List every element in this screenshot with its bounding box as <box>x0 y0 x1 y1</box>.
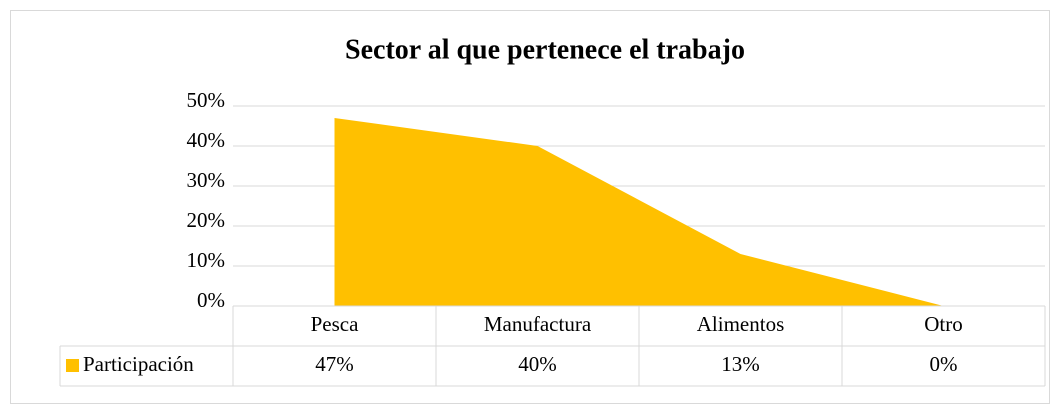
chart-title: Sector al que pertenece el trabajo <box>345 34 745 65</box>
data-label: 13% <box>721 352 760 376</box>
legend-label: Participación <box>83 352 194 376</box>
y-tick-label: 0% <box>197 288 225 312</box>
y-tick-label: 40% <box>187 128 226 152</box>
x-tick-label: Manufactura <box>484 312 592 336</box>
x-tick-label: Otro <box>924 312 963 336</box>
x-tick-label: Alimentos <box>697 312 785 336</box>
legend-swatch <box>66 359 79 372</box>
data-label: 47% <box>315 352 354 376</box>
y-tick-label: 50% <box>187 88 226 112</box>
x-tick-label: Pesca <box>311 312 359 336</box>
data-label: 0% <box>930 352 958 376</box>
y-tick-label: 20% <box>187 208 226 232</box>
area <box>334 118 944 306</box>
data-label: 40% <box>518 352 557 376</box>
y-tick-label: 10% <box>187 248 226 272</box>
y-tick-label: 30% <box>187 168 226 192</box>
